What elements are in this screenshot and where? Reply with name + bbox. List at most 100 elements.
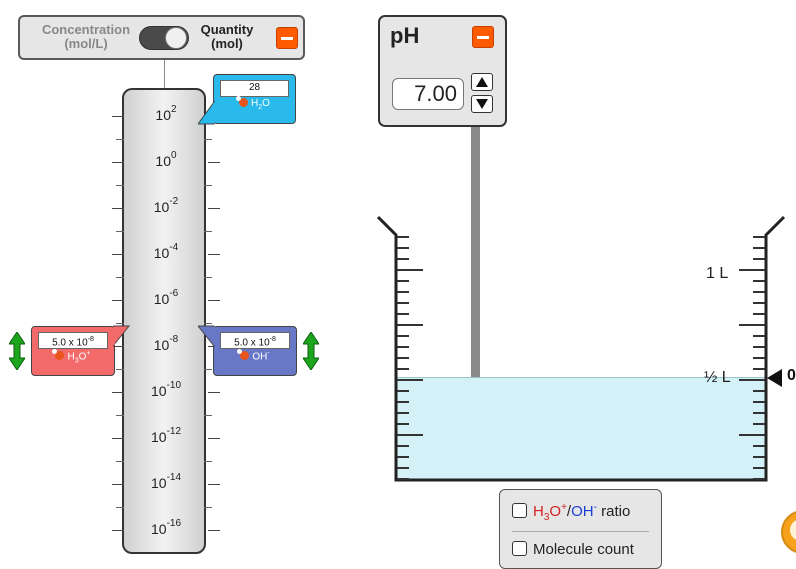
ph-decrement-button[interactable] — [471, 95, 493, 113]
water-quantity-callout: 28 H2O — [213, 74, 296, 124]
graph-tick-label: 10-8 — [153, 334, 179, 353]
oh-molecule-icon — [237, 349, 250, 361]
graph-tick-mark-left — [112, 438, 124, 439]
beaker-graduation-mark — [739, 269, 765, 271]
h3o-value: 5.0 x 10-8 — [38, 332, 108, 349]
beaker-graduation-mark — [397, 291, 409, 293]
molecule-count-checkbox[interactable] — [512, 541, 527, 556]
graph-tick-mark-right — [208, 392, 220, 393]
beaker-graduation-mark — [397, 280, 409, 282]
oh-quantity-callout: 5.0 x 10-8 OH- — [213, 326, 297, 376]
quantity-label-line1: Quantity — [200, 22, 254, 37]
molecule-count-label: Molecule count — [533, 541, 634, 558]
graph-tick-mark-right — [208, 484, 220, 485]
graph-tick-mark-left — [112, 392, 124, 393]
graph-minor-tick — [116, 231, 124, 232]
graph-tick-mark-right — [208, 208, 220, 209]
graph-minor-tick — [116, 139, 124, 140]
beaker-graduation-mark — [397, 401, 409, 403]
beaker-graduation-mark — [753, 346, 765, 348]
graph-minor-tick — [204, 277, 212, 278]
graph-minor-tick — [204, 369, 212, 370]
graph-minor-tick — [116, 415, 124, 416]
graph-tick-mark-left — [112, 530, 124, 531]
ratio-option[interactable]: H3O+/OH- ratio — [512, 502, 631, 523]
beaker-graduation-mark — [397, 379, 423, 381]
ph-meter-title: pH — [390, 23, 420, 48]
beaker-outline — [376, 215, 786, 482]
beaker-graduation-mark — [397, 368, 409, 370]
log-scale-graph: 102 100 10-2 10-4 10-6 10-8 10-10 10-12 10-14 10-… — [112, 88, 220, 554]
graph-minor-tick — [204, 185, 212, 186]
beaker-graduation-mark — [753, 401, 765, 403]
ph-increment-button[interactable] — [471, 73, 493, 91]
beaker-graduation-mark — [397, 236, 409, 238]
graph-tick-label: 100 — [155, 150, 177, 169]
beaker-graduation-mark — [753, 423, 765, 425]
units-toggle-switch[interactable] — [139, 26, 189, 50]
graph-tick-mark-right — [208, 254, 220, 255]
graph-minor-tick — [204, 231, 212, 232]
beaker-graduation-mark — [397, 258, 409, 260]
beaker-graduation-mark — [753, 280, 765, 282]
graph-tick-label: 10-6 — [153, 288, 179, 307]
volume-slider-pointer-icon[interactable] — [767, 369, 782, 387]
reset-all-button[interactable] — [781, 510, 796, 554]
beaker-graduation-mark — [753, 302, 765, 304]
graph-minor-tick — [204, 507, 212, 508]
graph-minor-tick — [116, 185, 124, 186]
concentration-label-line1: Concentration — [41, 22, 131, 37]
beaker-graduation-mark — [753, 445, 765, 447]
beaker-graduation-mark — [753, 456, 765, 458]
beaker-graduation-mark — [397, 445, 409, 447]
graph-tick-mark-left — [112, 484, 124, 485]
graph-minor-tick — [204, 461, 212, 462]
water-value: 28 — [220, 80, 289, 97]
graph-tick-mark-right — [208, 530, 220, 531]
graph-tick-mark-right — [208, 300, 220, 301]
graph-tick-label: 10-4 — [153, 242, 179, 261]
h3o-drag-arrow-icon[interactable] — [9, 332, 25, 370]
beaker-graduation-mark — [753, 313, 765, 315]
ph-value-field[interactable]: 7.00 — [392, 78, 464, 110]
graph-tick-label: 10-14 — [150, 472, 182, 491]
water-species-label: H2O — [214, 96, 295, 111]
beaker-graduation-mark — [397, 357, 409, 359]
concentration-label[interactable]: Concentration (mol/L) — [30, 23, 142, 51]
beaker-graduation-mark — [753, 236, 765, 238]
graph-tick-label: 10-10 — [150, 380, 182, 399]
collapse-graph-button[interactable] — [276, 27, 298, 49]
options-divider — [512, 531, 649, 532]
ratio-word: ratio — [601, 503, 631, 520]
beaker-graduation-mark — [397, 456, 409, 458]
beaker-graduation-mark — [397, 467, 409, 469]
collapse-ph-meter-button[interactable] — [472, 26, 494, 48]
quantity-label-line2: (mol) — [211, 36, 243, 51]
oh-callout-pointer — [198, 325, 215, 348]
molecule-count-option[interactable]: Molecule count — [512, 541, 634, 561]
ph-probe-rod[interactable] — [471, 127, 480, 443]
oh-drag-arrow-icon[interactable] — [303, 332, 319, 370]
beaker-graduation-mark — [753, 412, 765, 414]
oh-value: 5.0 x 10-8 — [220, 332, 290, 349]
graph-tick-mark-left — [112, 116, 124, 117]
graph-minor-tick — [116, 507, 124, 508]
beaker-graduation-mark — [397, 335, 409, 337]
graph-minor-tick — [116, 369, 124, 370]
graph-minor-tick — [204, 415, 212, 416]
options-panel: H3O+/OH- ratio Molecule count — [499, 489, 662, 569]
ratio-checkbox[interactable] — [512, 503, 527, 518]
quantity-label[interactable]: Quantity (mol) — [192, 23, 262, 51]
h3o-species-label: H3O+ — [32, 349, 114, 364]
beaker-graduation-mark — [397, 269, 423, 271]
toggle-knob[interactable] — [165, 27, 187, 49]
beaker-graduation-mark — [753, 478, 765, 480]
beaker-graduation-mark — [753, 357, 765, 359]
graph-units-toggle-panel: Concentration (mol/L) Quantity (mol) — [18, 15, 305, 60]
beaker-graduation-mark — [753, 390, 765, 392]
graph-minor-tick — [204, 323, 212, 324]
h3o-quantity-callout: 5.0 x 10-8 H3O+ — [31, 326, 115, 376]
ratio-h3o-text: H3O+ — [533, 502, 567, 523]
water-callout-pointer — [198, 100, 215, 125]
ratio-oh-text: OH- — [571, 502, 597, 520]
